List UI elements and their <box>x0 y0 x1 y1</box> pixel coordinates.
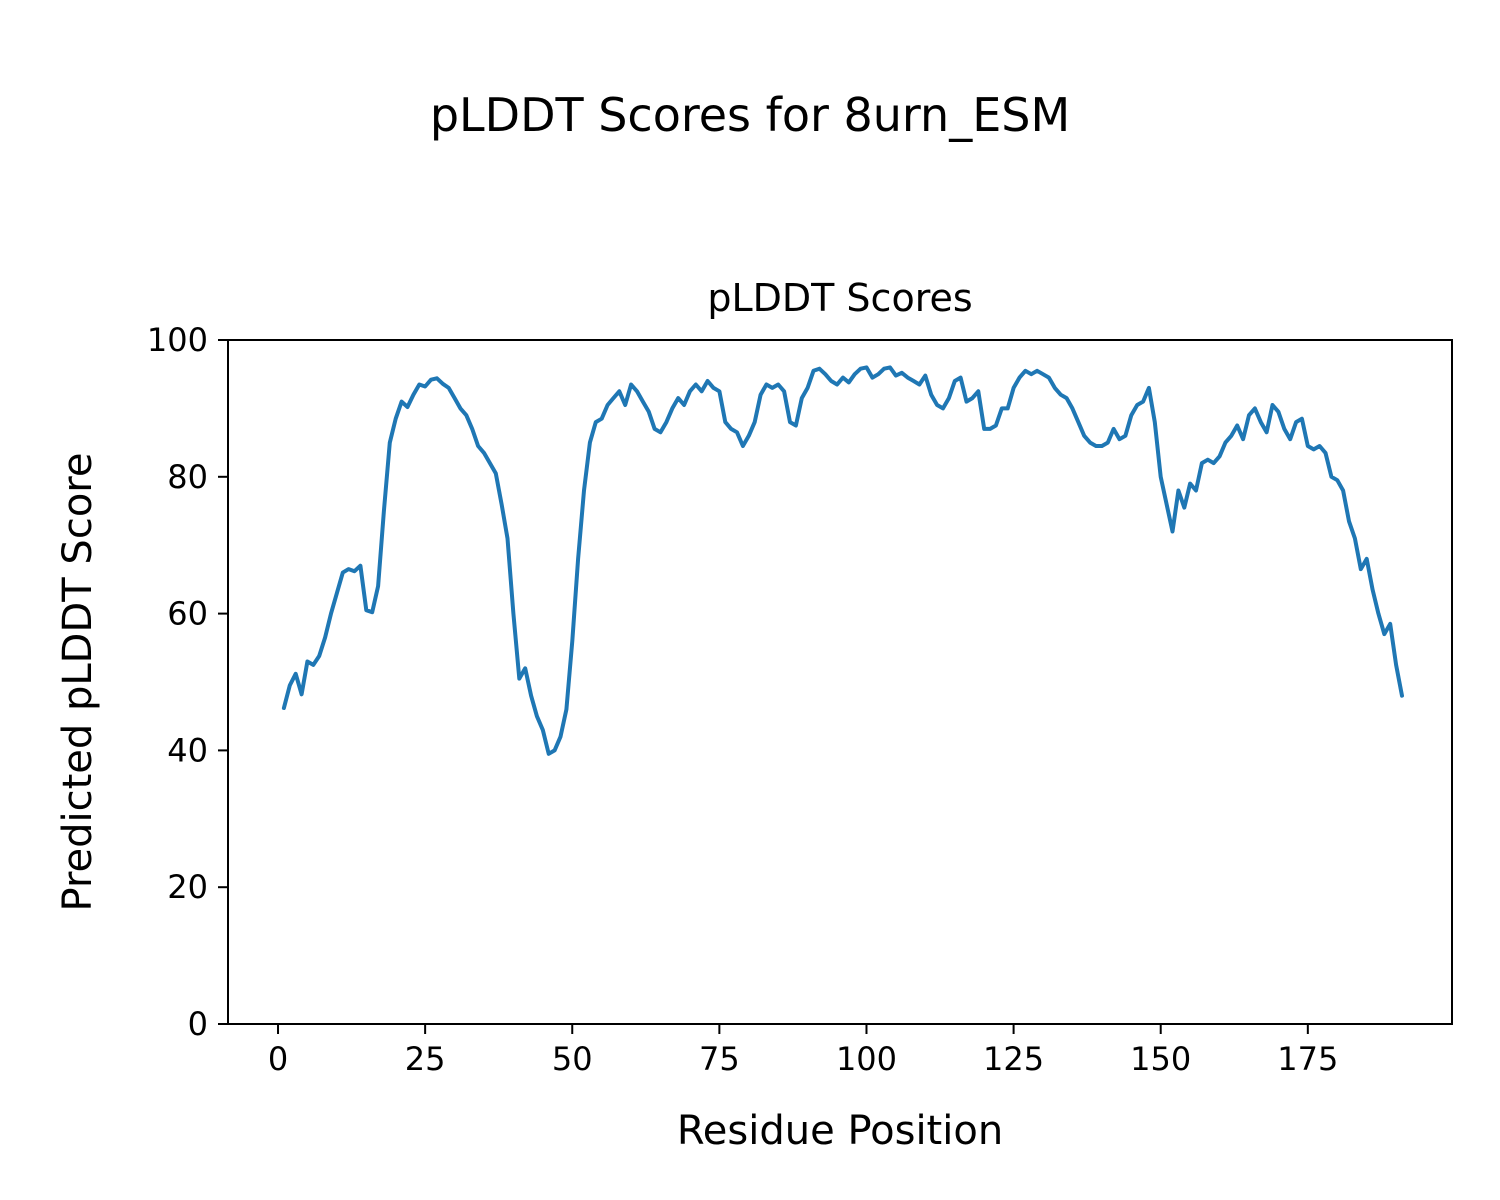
y-tick-label: 100 <box>147 321 208 359</box>
y-tick-label: 40 <box>167 731 208 769</box>
x-axis-label: Residue Position <box>676 1108 1004 1154</box>
axes-box <box>227 339 1453 1025</box>
y-tick-label: 0 <box>188 1005 208 1043</box>
axes-title: pLDDT Scores <box>707 276 973 320</box>
figure-title: pLDDT Scores for 8urn_ESM <box>429 88 1071 142</box>
y-tick-label: 80 <box>167 458 208 496</box>
x-tick-label: 0 <box>268 1040 288 1078</box>
x-tick-label: 75 <box>699 1040 740 1078</box>
x-tick-label: 50 <box>552 1040 593 1078</box>
x-tick-label: 100 <box>836 1040 897 1078</box>
x-tick-label: 150 <box>1130 1040 1191 1078</box>
x-tick-label: 125 <box>983 1040 1044 1078</box>
x-tick-label: 25 <box>405 1040 446 1078</box>
y-tick-label: 60 <box>167 595 208 633</box>
y-tick-label: 20 <box>167 868 208 906</box>
plddt-line <box>281 365 1404 756</box>
x-tick-label: 175 <box>1277 1040 1338 1078</box>
